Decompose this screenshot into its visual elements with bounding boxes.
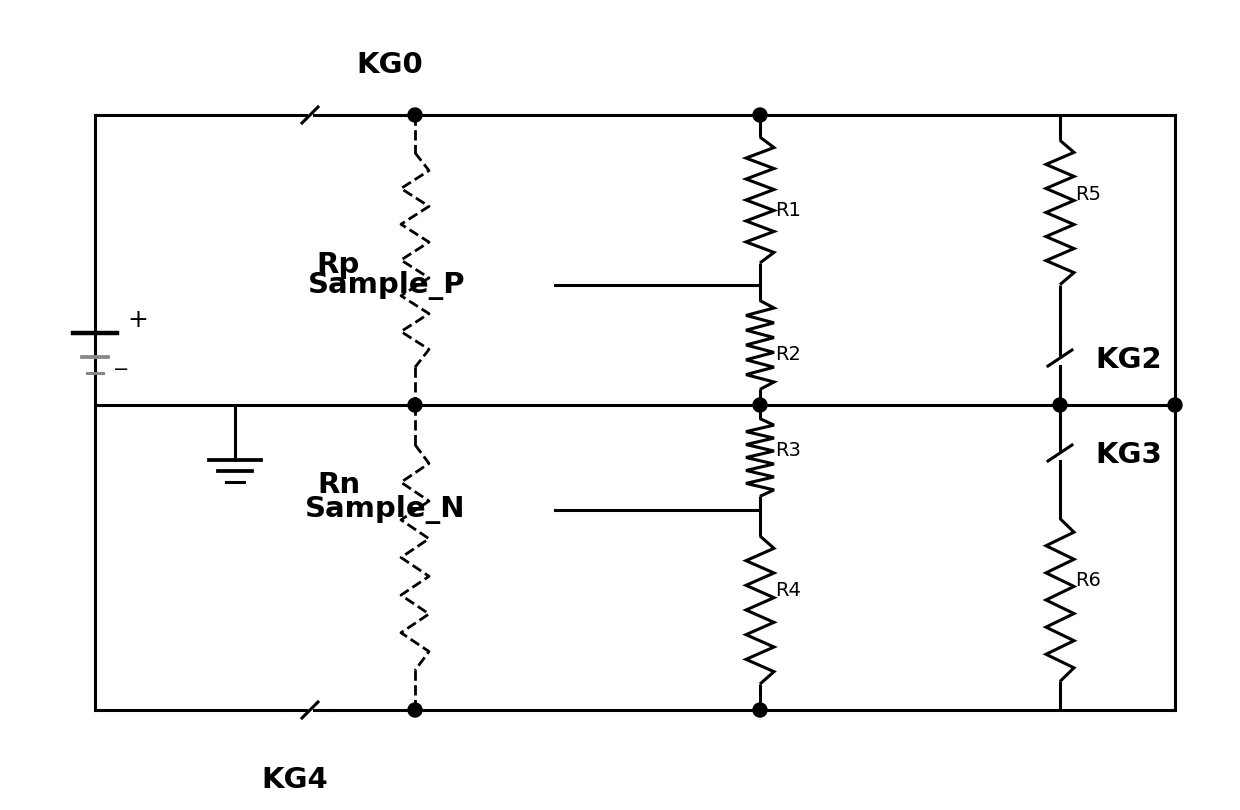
Circle shape <box>753 108 768 122</box>
Text: R4: R4 <box>775 581 801 599</box>
Text: Rp: Rp <box>316 251 360 279</box>
Text: KG2: KG2 <box>1095 346 1162 374</box>
Text: KG3: KG3 <box>1095 441 1162 469</box>
Text: Sample_P: Sample_P <box>308 271 465 300</box>
Circle shape <box>408 703 422 717</box>
Text: R5: R5 <box>1075 185 1101 204</box>
Text: Rn: Rn <box>317 471 360 499</box>
Text: +: + <box>126 308 148 332</box>
Text: R2: R2 <box>775 346 801 364</box>
Text: R3: R3 <box>775 441 801 459</box>
Circle shape <box>408 398 422 412</box>
Text: R1: R1 <box>775 201 801 220</box>
Circle shape <box>753 703 768 717</box>
Circle shape <box>1168 398 1182 412</box>
Circle shape <box>753 398 768 412</box>
Text: KG4: KG4 <box>262 766 329 794</box>
Text: R6: R6 <box>1075 570 1101 590</box>
Circle shape <box>408 108 422 122</box>
Text: Sample_N: Sample_N <box>305 496 465 525</box>
Circle shape <box>1053 398 1066 412</box>
Text: −: − <box>113 360 129 378</box>
Text: KG0: KG0 <box>357 51 423 79</box>
